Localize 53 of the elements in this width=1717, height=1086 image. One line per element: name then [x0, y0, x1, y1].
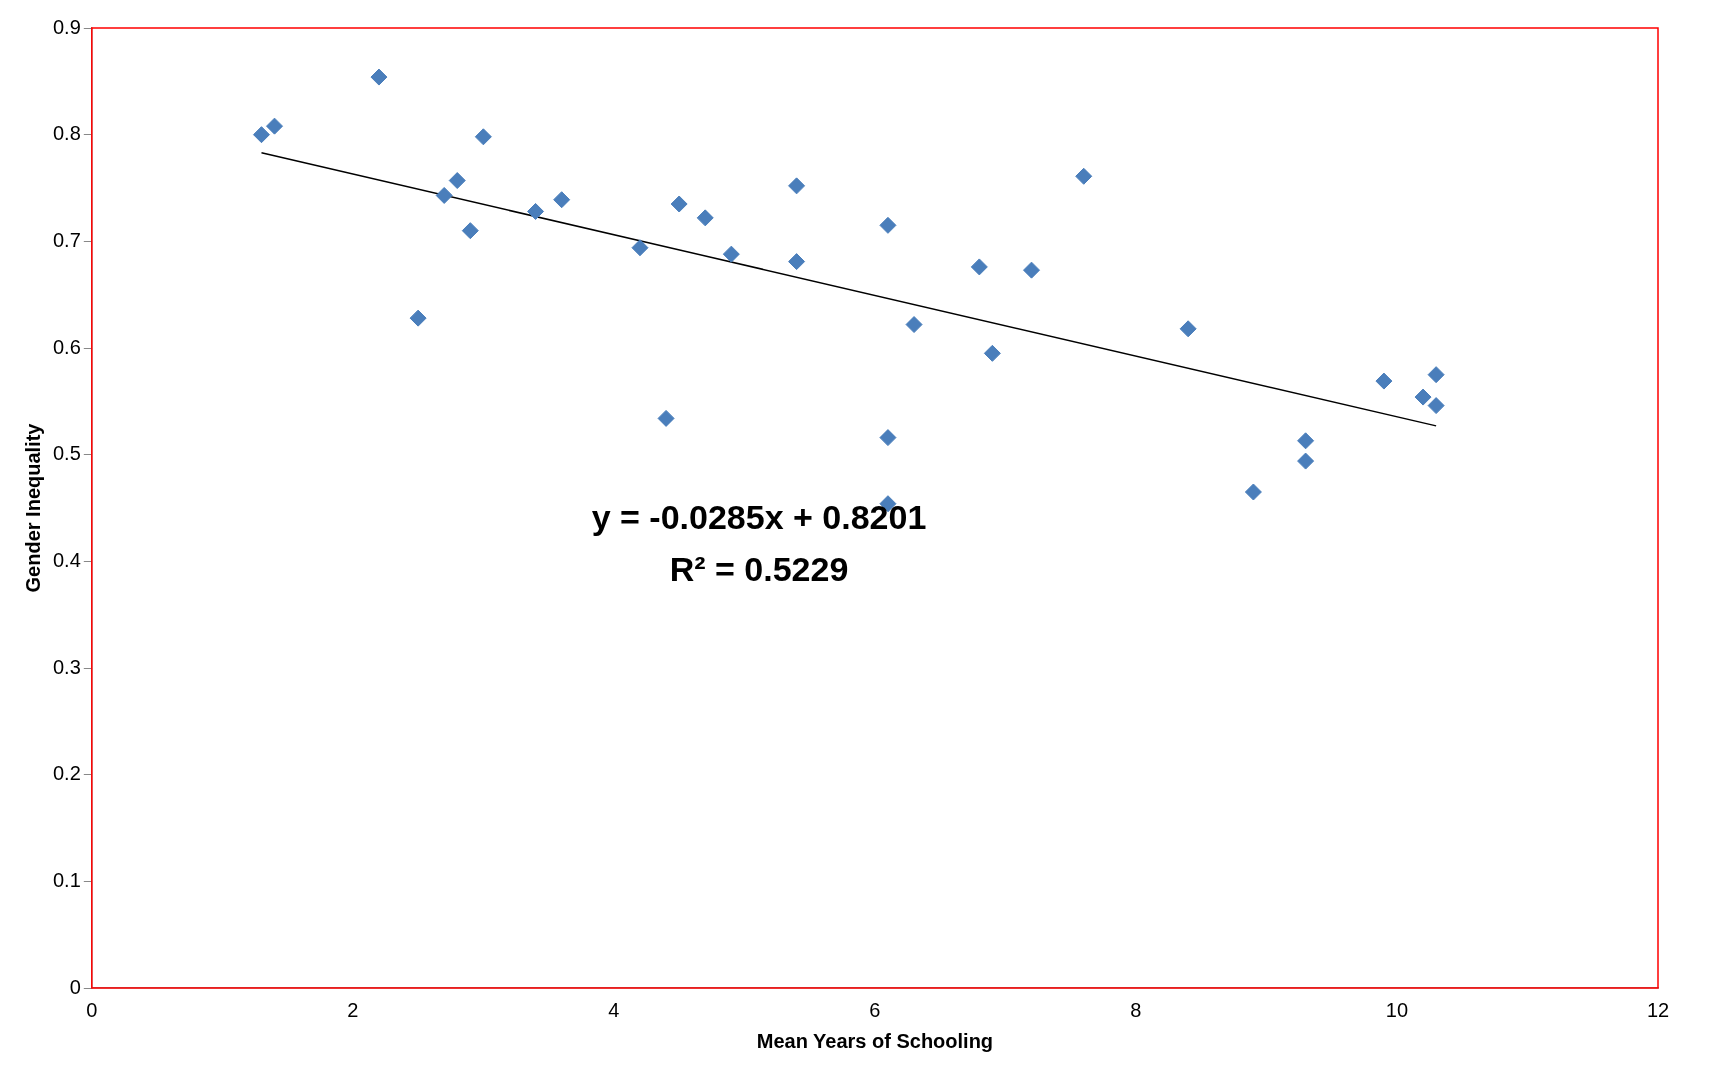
point: [722, 245, 740, 263]
point: [1297, 452, 1315, 470]
point: [1075, 167, 1093, 185]
point: [1414, 388, 1432, 406]
point: [879, 429, 897, 447]
x-tick-label: 2: [347, 998, 359, 1021]
point: [409, 309, 427, 327]
annotation: y = -0.0285x + 0.8201: [591, 497, 927, 536]
point: [252, 126, 270, 144]
point: [788, 177, 806, 195]
y-tick-label: 0.8: [52, 122, 81, 145]
point: [448, 172, 466, 190]
point: [1427, 397, 1445, 415]
point: [631, 239, 649, 257]
annotation: R² = 0.5229: [669, 549, 849, 588]
y-tick-label: 0.4: [52, 548, 81, 571]
point: [1179, 320, 1197, 338]
x-tick-label: 6: [869, 998, 881, 1021]
point: [670, 195, 688, 213]
point: [1297, 432, 1315, 450]
point: [370, 68, 388, 86]
point: [435, 186, 453, 204]
point: [1244, 483, 1262, 501]
point: [905, 316, 923, 334]
y-tick-label: 0.1: [52, 868, 81, 891]
y-tick-label: 0.6: [52, 335, 81, 358]
point: [696, 209, 714, 227]
point: [266, 117, 284, 135]
point: [527, 202, 545, 220]
x-tick-label: 4: [608, 998, 620, 1021]
point: [461, 222, 479, 240]
point: [1427, 366, 1445, 384]
point: [970, 258, 988, 276]
point: [1023, 261, 1041, 279]
y-axis-title: Gender Inequality: [21, 422, 44, 593]
y-tick-label: 0.9: [52, 15, 81, 38]
y-tick-label: 0.5: [52, 442, 81, 465]
point: [983, 344, 1001, 362]
point: [879, 216, 897, 234]
y-tick-label: 0.2: [52, 762, 81, 785]
point: [474, 128, 492, 146]
x-tick-label: 8: [1130, 998, 1142, 1021]
x-tick-label: 10: [1385, 998, 1409, 1021]
point: [788, 253, 806, 271]
y-tick-label: 0.7: [52, 228, 81, 251]
point: [657, 409, 675, 427]
point: [1375, 372, 1393, 390]
x-tick-label: 0: [86, 998, 98, 1021]
y-tick-label: 0.3: [52, 655, 81, 678]
y-tick-label: 0: [69, 975, 81, 998]
x-axis-title: Mean Years of Schooling: [756, 1029, 994, 1052]
x-tick-label: 12: [1646, 998, 1670, 1021]
point: [553, 191, 571, 209]
